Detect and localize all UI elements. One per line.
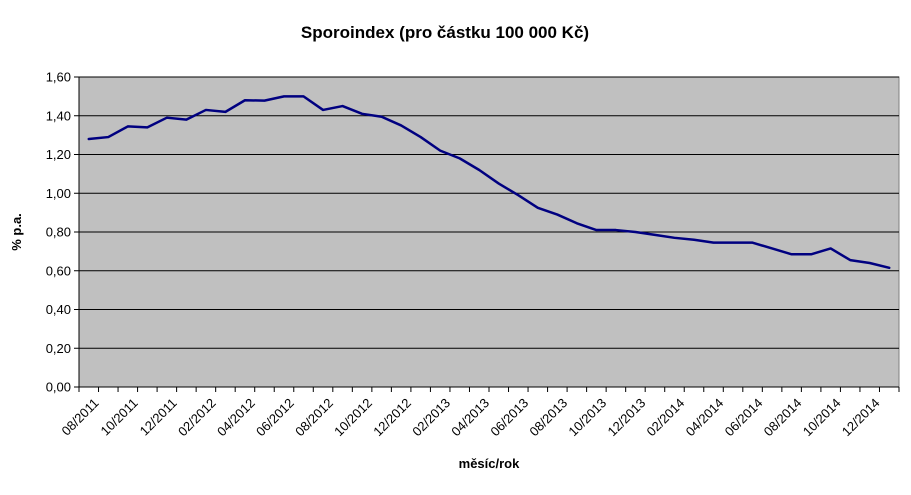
y-tick-label: 0,60 bbox=[46, 263, 71, 278]
y-tick-label: 1,40 bbox=[46, 108, 71, 123]
chart-title: Sporoindex (pro částku 100 000 Kč) bbox=[301, 23, 589, 42]
y-tick-label: 0,40 bbox=[46, 302, 71, 317]
x-tick-label: 10/2011 bbox=[98, 395, 141, 438]
data-point bbox=[361, 113, 363, 115]
y-tick-label: 1,60 bbox=[46, 70, 71, 85]
y-tick-label: 0,00 bbox=[46, 380, 71, 395]
data-point bbox=[634, 231, 637, 233]
x-tick-label: 10/2012 bbox=[331, 395, 375, 439]
data-point bbox=[302, 95, 305, 98]
data-point bbox=[537, 206, 539, 209]
data-point bbox=[615, 229, 617, 231]
data-point bbox=[888, 267, 891, 269]
data-point bbox=[693, 238, 695, 241]
data-point bbox=[419, 136, 422, 138]
x-tick-label: 10/2014 bbox=[800, 395, 844, 439]
data-point bbox=[868, 262, 871, 264]
data-point bbox=[849, 259, 851, 261]
y-axis: 0,00 0,20 0,40 0,60 0,80 1,00 1,20 1,40 1,60 bbox=[46, 70, 80, 395]
x-tick-label: 06/2013 bbox=[487, 395, 531, 439]
data-point bbox=[146, 126, 149, 129]
data-point bbox=[595, 229, 598, 231]
x-tick-label: 04/2014 bbox=[683, 395, 727, 439]
data-point bbox=[400, 124, 402, 127]
data-point bbox=[751, 241, 754, 244]
x-tick-label: 08/2012 bbox=[292, 395, 336, 439]
data-point bbox=[771, 247, 773, 250]
data-point bbox=[224, 111, 227, 113]
x-tick-label: 08/2013 bbox=[526, 395, 570, 439]
x-tick-label: 12/2014 bbox=[839, 395, 883, 439]
data-point bbox=[185, 118, 188, 121]
data-point bbox=[829, 247, 832, 250]
data-point bbox=[205, 109, 207, 111]
y-tick-label: 0,80 bbox=[46, 225, 71, 240]
data-point bbox=[556, 213, 559, 216]
x-tick-label: 04/2012 bbox=[214, 395, 258, 439]
data-point bbox=[263, 99, 266, 102]
data-point bbox=[341, 105, 344, 107]
x-tick-label: 10/2013 bbox=[565, 395, 609, 439]
x-tick-label: 06/2014 bbox=[722, 395, 766, 439]
data-point bbox=[810, 253, 812, 256]
data-point bbox=[322, 109, 324, 111]
data-point bbox=[283, 95, 285, 98]
data-point bbox=[790, 253, 793, 256]
gridlines bbox=[79, 76, 899, 349]
x-tick-label: 06/2012 bbox=[253, 395, 297, 439]
data-point bbox=[87, 138, 90, 140]
data-point bbox=[458, 157, 461, 160]
data-point bbox=[244, 99, 246, 102]
x-tick-label: 08/2014 bbox=[761, 395, 805, 439]
data-point bbox=[673, 237, 676, 239]
series-layer bbox=[87, 95, 891, 270]
data-point bbox=[439, 149, 441, 152]
data-point bbox=[712, 241, 715, 244]
x-tick-label: 12/2011 bbox=[137, 395, 180, 438]
y-tick-label: 1,20 bbox=[46, 147, 71, 162]
data-point bbox=[166, 116, 168, 119]
data-point bbox=[732, 241, 734, 244]
x-tick-label: 08/2011 bbox=[59, 395, 102, 438]
data-point bbox=[107, 136, 110, 138]
data-point bbox=[497, 182, 500, 185]
data-point bbox=[478, 169, 481, 171]
data-point bbox=[654, 234, 656, 236]
x-tick-label: 02/2014 bbox=[644, 395, 688, 439]
x-tick-label: 12/2012 bbox=[370, 395, 414, 439]
x-tick-label: 02/2012 bbox=[175, 395, 219, 439]
data-point bbox=[517, 194, 520, 196]
series-line bbox=[87, 95, 891, 270]
x-tick-label: 04/2013 bbox=[448, 395, 492, 439]
x-axis: 08/201110/201112/201102/201204/201206/20… bbox=[59, 386, 900, 439]
x-axis-label: měsíc/rok bbox=[459, 456, 520, 471]
data-point bbox=[380, 115, 383, 118]
data-point bbox=[127, 125, 129, 128]
data-point bbox=[576, 222, 578, 225]
y-axis-label: % p.a. bbox=[9, 213, 24, 251]
y-tick-label: 1,00 bbox=[46, 186, 71, 201]
x-tick-label: 02/2013 bbox=[409, 395, 453, 439]
y-tick-label: 0,20 bbox=[46, 341, 71, 356]
x-tick-label: 12/2013 bbox=[604, 395, 648, 439]
